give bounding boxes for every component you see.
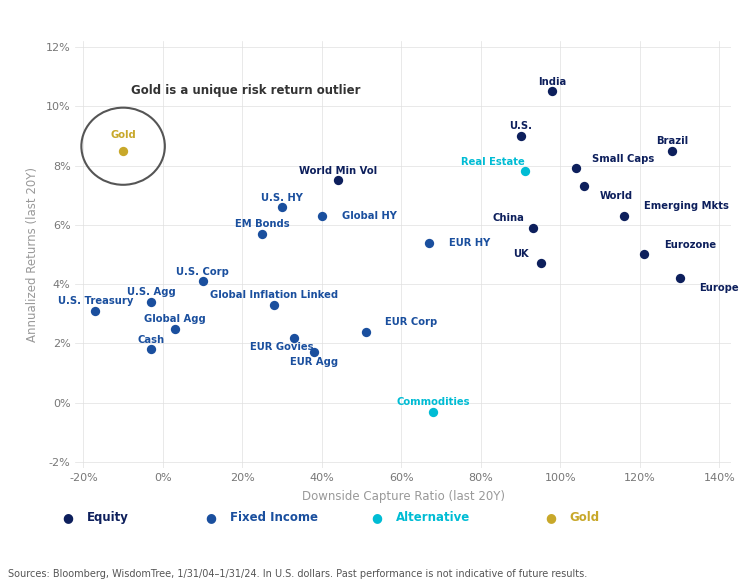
Text: Global HY: Global HY: [342, 211, 397, 221]
Point: [423, 238, 435, 247]
Text: World Min Vol: World Min Vol: [299, 166, 377, 176]
Point: [89, 306, 101, 315]
Point: [526, 223, 538, 232]
Text: EUR Agg: EUR Agg: [290, 357, 338, 367]
Text: Emerging Mkts: Emerging Mkts: [644, 201, 729, 211]
Text: ●: ●: [545, 511, 556, 524]
Text: World: World: [600, 191, 633, 201]
Point: [316, 211, 328, 221]
X-axis label: Downside Capture Ratio (last 20Y): Downside Capture Ratio (last 20Y): [302, 490, 505, 503]
Point: [276, 202, 288, 212]
Text: Real Estate: Real Estate: [461, 157, 525, 167]
Text: China: China: [493, 214, 525, 223]
Point: [169, 324, 181, 333]
Text: U.S. HY: U.S. HY: [261, 192, 303, 202]
Point: [519, 167, 531, 176]
Text: U.S.: U.S.: [509, 122, 532, 132]
Point: [332, 176, 344, 185]
Text: India: India: [538, 77, 566, 87]
Text: ●: ●: [372, 511, 382, 524]
Text: Gold: Gold: [569, 511, 599, 524]
Point: [547, 87, 559, 96]
Point: [666, 146, 678, 156]
Text: ●: ●: [206, 511, 216, 524]
Point: [268, 300, 280, 309]
Point: [256, 229, 268, 239]
Text: ●: ●: [63, 511, 73, 524]
Text: EUR Govies: EUR Govies: [250, 342, 314, 352]
Text: U.S. Treasury: U.S. Treasury: [57, 297, 133, 307]
Text: Alternative: Alternative: [396, 511, 470, 524]
Point: [673, 274, 685, 283]
Point: [288, 333, 300, 342]
Text: Commodities: Commodities: [397, 397, 470, 407]
Text: U.S. Agg: U.S. Agg: [127, 287, 176, 298]
Text: Brazil: Brazil: [656, 136, 688, 146]
Text: Small Caps: Small Caps: [592, 154, 654, 164]
Y-axis label: Annualized Returns (last 20Y): Annualized Returns (last 20Y): [26, 167, 39, 342]
Text: Europe: Europe: [700, 283, 739, 292]
Text: UK: UK: [513, 249, 529, 259]
Text: Global Agg: Global Agg: [144, 314, 206, 324]
Point: [618, 211, 630, 221]
Point: [570, 164, 582, 173]
Text: Sources: Bloomberg, WisdomTree, 1/31/04–1/31/24. In U.S. dollars. Past performan: Sources: Bloomberg, WisdomTree, 1/31/04–…: [8, 569, 587, 579]
Point: [515, 131, 527, 140]
Point: [197, 277, 209, 286]
Text: Global Inflation Linked: Global Inflation Linked: [210, 290, 339, 301]
Text: Cash: Cash: [137, 335, 164, 345]
Point: [638, 250, 650, 259]
Point: [145, 345, 157, 354]
Point: [145, 297, 157, 307]
Point: [360, 327, 372, 336]
Point: [117, 146, 129, 156]
Text: U.S. Corp: U.S. Corp: [176, 267, 229, 277]
Text: Gold: Gold: [110, 130, 136, 140]
Point: [308, 347, 320, 357]
Text: Equity: Equity: [87, 511, 129, 524]
Text: Fixed Income: Fixed Income: [230, 511, 318, 524]
Text: EM Bonds: EM Bonds: [235, 219, 290, 229]
Text: EUR Corp: EUR Corp: [385, 317, 438, 327]
Text: Eurozone: Eurozone: [664, 240, 716, 250]
Point: [535, 259, 547, 268]
Text: Gold is a unique risk return outlier: Gold is a unique risk return outlier: [131, 84, 360, 97]
Point: [428, 407, 440, 417]
Text: EUR HY: EUR HY: [449, 238, 490, 247]
Point: [578, 181, 590, 191]
